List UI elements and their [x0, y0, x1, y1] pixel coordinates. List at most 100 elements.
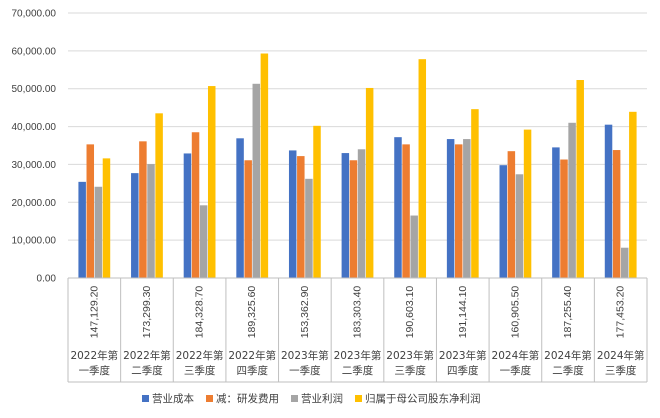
- y-tick-label: 0.00: [37, 274, 57, 285]
- bar-s3-c8: [463, 139, 471, 278]
- bar-s2-c5: [297, 156, 305, 278]
- bar-s4-c10: [576, 80, 584, 278]
- bar-s1-c1: [78, 181, 86, 278]
- x-tick-label: 2024年第: [544, 349, 592, 362]
- x-tick-label: 2023年第: [281, 349, 329, 362]
- bar-s1-c10: [552, 147, 560, 278]
- bar-s4-c5: [313, 125, 321, 278]
- table-value-label: 173,299.30: [141, 286, 153, 339]
- bar-s1-c5: [288, 150, 297, 278]
- x-tick-label: 2022年第: [70, 349, 118, 362]
- legend-swatch-1: [142, 395, 149, 402]
- x-tick-label: 一季度: [289, 364, 321, 377]
- y-tick-label: 20,000.00: [12, 198, 57, 209]
- bar-s3-c3: [199, 205, 208, 278]
- x-tick-label: 2024年第: [492, 349, 540, 362]
- x-tick-label: 2024年第: [597, 349, 645, 362]
- x-tick-label: 2023年第: [334, 349, 382, 362]
- gridlines: [68, 12, 647, 241]
- table-value-label: 187,255.40: [562, 286, 574, 339]
- bar-s4-c4: [260, 53, 269, 278]
- x-tick-label: 2023年第: [439, 349, 487, 362]
- bar-s4-c7: [418, 59, 427, 278]
- bar-s4-c2: [155, 113, 163, 278]
- legend: 营业成本 减：研发费用 营业利润 归属于母公司股东净利润: [142, 392, 481, 405]
- x-tick-label: 一季度: [500, 364, 532, 377]
- bar-s3-c6: [357, 149, 366, 278]
- bar-s3-c11: [620, 247, 629, 278]
- legend-swatch-2: [206, 395, 213, 402]
- bar-s3-c5: [305, 178, 313, 278]
- y-axis-ticks: 0.00 10,000.00 20,000.00 30,000.00 40,000.00…: [12, 9, 57, 285]
- table-value-label: 177,453.20: [615, 286, 627, 339]
- bar-s2-c11: [612, 150, 621, 278]
- bar-s2-c9: [507, 151, 516, 278]
- table-value-label: 184,328.70: [194, 286, 206, 339]
- bar-s1-c3: [183, 153, 192, 278]
- bar-s4-c11: [629, 111, 637, 278]
- bar-s3-c9: [515, 174, 524, 278]
- bar-s2-c1: [86, 144, 95, 278]
- table-value-label: 189,325.60: [246, 286, 258, 339]
- bar-s2-c2: [139, 141, 147, 278]
- bar-s4-c1: [102, 158, 111, 278]
- y-tick-label: 10,000.00: [12, 236, 57, 247]
- category-table: 147,129.202022年第一季度173,299.302022年第二季度18…: [67, 277, 648, 383]
- table-value-label: 190,603.10: [404, 286, 416, 339]
- bar-s2-c8: [454, 144, 463, 278]
- bar-s3-c1: [94, 186, 103, 278]
- bar-s4-c8: [471, 109, 479, 279]
- x-tick-label: 2022年第: [228, 349, 276, 362]
- bar-s2-c7: [402, 144, 410, 278]
- bar-s4-c3: [207, 86, 216, 278]
- y-tick-label: 60,000.00: [12, 46, 57, 57]
- x-tick-label: 二季度: [342, 364, 374, 377]
- bar-s4-c6: [365, 87, 374, 278]
- bars: [78, 53, 637, 279]
- bar-s3-c2: [147, 164, 155, 278]
- legend-swatch-3: [291, 395, 298, 402]
- x-tick-label: 四季度: [447, 364, 479, 377]
- y-tick-label: 50,000.00: [12, 84, 57, 95]
- x-tick-label: 二季度: [131, 364, 163, 377]
- bar-s1-c11: [604, 124, 613, 278]
- x-tick-label: 三季度: [394, 364, 426, 377]
- bar-s2-c3: [191, 132, 200, 278]
- y-tick-label: 40,000.00: [12, 122, 57, 133]
- bar-s4-c9: [523, 129, 532, 278]
- bar-s1-c7: [394, 137, 402, 278]
- x-tick-label: 2022年第: [123, 349, 171, 362]
- legend-swatch-4: [355, 395, 362, 402]
- x-tick-label: 二季度: [552, 364, 584, 377]
- legend-label-2: 减：研发费用: [216, 392, 279, 405]
- bar-s1-c2: [131, 173, 139, 278]
- bar-s1-c4: [236, 138, 244, 278]
- x-tick-label: 四季度: [236, 364, 268, 377]
- table-value-label: 183,303.40: [352, 286, 364, 339]
- bar-s1-c8: [446, 139, 455, 278]
- bar-s2-c6: [349, 160, 358, 278]
- legend-label-1: 营业成本: [152, 392, 194, 405]
- legend-label-3: 营业利润: [301, 392, 343, 405]
- bar-s3-c10: [568, 122, 576, 279]
- table-value-label: 160,905.50: [509, 286, 521, 339]
- bar-s2-c10: [560, 159, 568, 278]
- bar-s3-c4: [252, 83, 261, 279]
- legend-label-4: 归属于母公司股东净利润: [365, 392, 481, 405]
- x-tick-label: 2022年第: [176, 349, 224, 362]
- x-tick-label: 三季度: [605, 364, 637, 377]
- x-tick-label: 2023年第: [386, 349, 434, 362]
- table-value-label: 147,129.20: [88, 286, 100, 339]
- y-tick-label: 30,000.00: [12, 160, 57, 171]
- bar-s2-c4: [244, 160, 252, 278]
- table-value-label: 191,144.10: [457, 286, 469, 339]
- y-tick-label: 70,000.00: [12, 9, 57, 20]
- table-value-label: 153,362.90: [299, 286, 311, 339]
- x-tick-label: 一季度: [79, 364, 111, 377]
- bar-s3-c7: [410, 215, 418, 278]
- bar-s1-c6: [341, 153, 350, 278]
- bar-s1-c9: [499, 165, 508, 278]
- x-tick-label: 三季度: [184, 364, 216, 377]
